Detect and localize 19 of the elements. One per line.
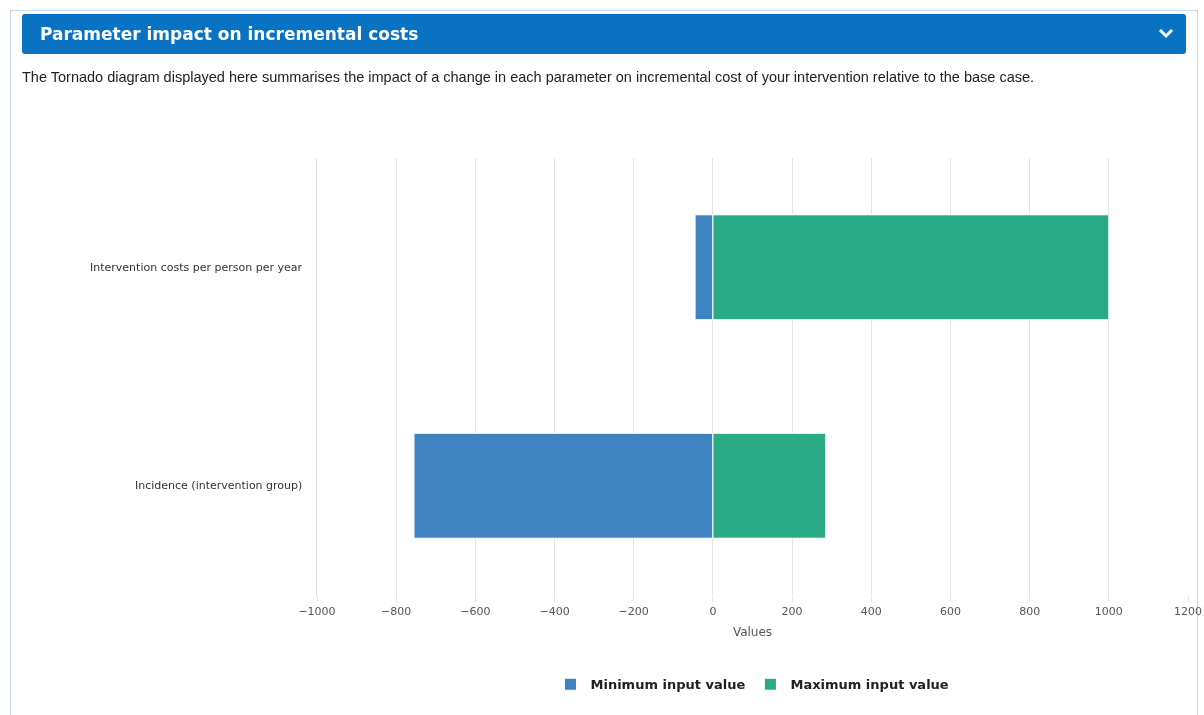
y-tick-label: Incidence (intervention group) (135, 479, 303, 492)
x-tick-label: −400 (539, 605, 570, 619)
x-tick-label: 1200 (1174, 605, 1202, 619)
x-tick-label: 200 (781, 605, 803, 619)
x-tick-label: −800 (381, 605, 412, 619)
x-axis-title: Values (732, 625, 773, 640)
chart-title: Parameter impact on incremental costs (40, 24, 419, 44)
x-tick-label: 0 (709, 605, 717, 619)
x-tick-label: 1000 (1094, 605, 1123, 619)
x-tick-label: 400 (860, 605, 882, 619)
chart-subtitle: The Tornado diagram displayed here summarises the impact of a change in each parameter on incremental cost of your intervention relative to the base case. (22, 68, 1036, 87)
legend-label: Maximum input value (790, 677, 949, 693)
x-tick-label: −200 (618, 605, 649, 619)
x-tick-label: 600 (939, 605, 961, 619)
legend-label: Minimum input value (590, 677, 746, 693)
y-tick-label: Intervention costs per person per year (90, 261, 303, 274)
x-tick-label: 800 (1019, 605, 1041, 619)
x-tick-label: −600 (460, 605, 491, 619)
x-tick-label: −1000 (298, 605, 336, 619)
